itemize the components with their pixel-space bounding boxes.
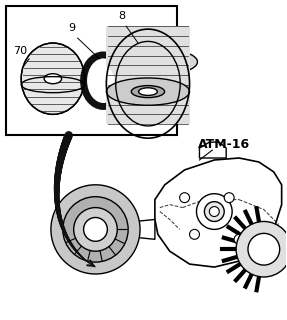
Text: 8: 8 [118, 11, 125, 21]
Circle shape [236, 221, 287, 277]
Circle shape [63, 197, 128, 262]
Circle shape [224, 193, 234, 203]
Circle shape [197, 194, 232, 229]
Circle shape [204, 202, 224, 221]
Ellipse shape [131, 86, 164, 98]
Ellipse shape [44, 74, 62, 84]
Text: 9: 9 [69, 23, 76, 33]
Circle shape [189, 229, 199, 239]
Polygon shape [105, 220, 155, 239]
Bar [6, 6, 177, 135]
Circle shape [51, 185, 140, 274]
Polygon shape [155, 158, 282, 267]
Ellipse shape [106, 78, 189, 105]
Circle shape [180, 193, 189, 203]
Circle shape [234, 234, 244, 244]
Ellipse shape [21, 43, 85, 114]
Circle shape [74, 208, 117, 251]
Text: 70: 70 [13, 46, 27, 56]
Ellipse shape [114, 48, 197, 76]
Text: ATM-16: ATM-16 [197, 138, 250, 151]
Ellipse shape [92, 67, 114, 95]
Ellipse shape [139, 88, 157, 95]
Bar [106, 26, 189, 124]
Polygon shape [199, 142, 226, 158]
Circle shape [209, 207, 219, 217]
Ellipse shape [84, 55, 123, 107]
Circle shape [248, 233, 280, 265]
Circle shape [84, 218, 107, 241]
